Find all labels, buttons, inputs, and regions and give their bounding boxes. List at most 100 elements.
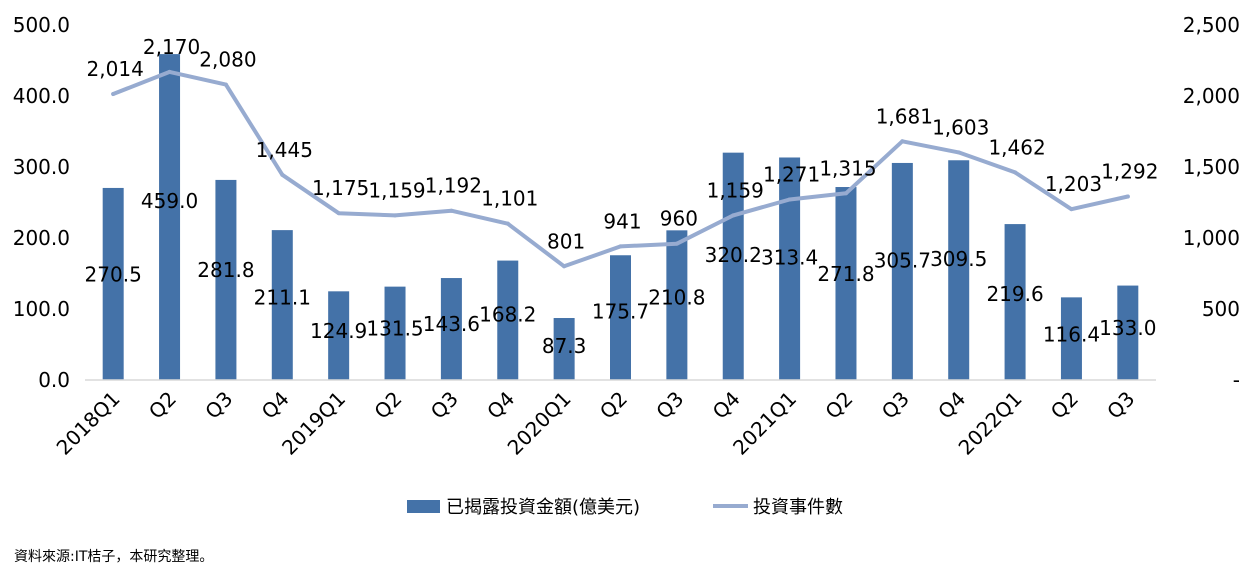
bar-data-label: 124.9 (310, 319, 367, 343)
left-axis-tick-label: 0.0 (38, 368, 70, 392)
line-data-label: 2,170 (143, 35, 200, 59)
right-axis-tick-label: 2,000 (1183, 84, 1240, 108)
bar-data-label: 459.0 (141, 189, 198, 213)
x-axis-tick-label: Q3 (200, 387, 237, 424)
line-data-label: 2,014 (87, 57, 144, 81)
bar-data-label: 210.8 (648, 286, 705, 310)
x-axis-tick-label: 2022Q1 (954, 387, 1027, 460)
bar-data-label: 87.3 (542, 334, 587, 358)
left-axis-tick-label: 200.0 (13, 226, 70, 250)
bar-data-label: 143.6 (423, 312, 480, 336)
right-axis-tick-label: 500 (1202, 297, 1240, 321)
line-data-label: 1,271 (763, 163, 820, 187)
line-data-label: 1,315 (819, 156, 876, 180)
line-point (674, 241, 679, 246)
line-data-label: 1,445 (256, 138, 313, 162)
line-point (336, 211, 341, 216)
bar-data-label: 281.8 (197, 258, 254, 282)
line-point (167, 69, 172, 74)
x-axis-tick-label: Q2 (820, 387, 857, 424)
bar (102, 187, 124, 380)
right-axis-tick-label: 1,000 (1183, 226, 1240, 250)
right-axis-tick-label: 2,500 (1183, 13, 1240, 37)
bar-data-label: 271.8 (817, 262, 874, 286)
line-data-label: 801 (547, 229, 585, 253)
line-point (223, 82, 228, 87)
bar (891, 162, 913, 380)
legend-label-bar: 已揭露投資金額(億美元) (446, 497, 640, 518)
line-point (1069, 207, 1074, 212)
line-data-label: 1,101 (481, 187, 538, 211)
bar (159, 54, 181, 381)
bar (440, 278, 462, 380)
x-axis-tick-label: Q4 (257, 387, 294, 424)
bar (1060, 297, 1082, 380)
line-point (956, 150, 961, 155)
legend-label-line: 投資事件數 (753, 497, 843, 518)
x-axis-tick-label: Q4 (933, 387, 970, 424)
line-point (1013, 170, 1018, 175)
bar (779, 157, 801, 380)
line-point (562, 264, 567, 269)
line-point (111, 92, 116, 97)
line-data-label: 1,203 (1045, 172, 1102, 196)
left-axis-ticks: 0.0 100.0 200.0 300.0 400.0 500.0 (13, 13, 70, 392)
line-point (618, 244, 623, 249)
source-note: 資料來源:IT桔子，本研究整理。 (14, 549, 214, 565)
line-point (280, 172, 285, 177)
right-axis-tick-label: 1,500 (1183, 155, 1240, 179)
left-axis-tick-label: 300.0 (13, 155, 70, 179)
line-data-label: 941 (603, 209, 641, 233)
line-series (111, 69, 1130, 269)
line-data-label: 1,681 (876, 104, 933, 128)
bar-data-label: 211.1 (254, 286, 311, 310)
bar-data-label: 270.5 (85, 262, 142, 286)
line-data-label: 1,192 (425, 174, 482, 198)
bar-series (102, 54, 1139, 381)
x-axis-tick-label: 2020Q1 (503, 387, 576, 460)
line-data-label: 1,462 (988, 135, 1045, 159)
legend-swatch-bar (407, 500, 440, 513)
x-axis-tick-label: Q3 (426, 387, 463, 424)
line-point (843, 191, 848, 196)
x-axis-tick-label: Q3 (877, 387, 914, 424)
bar (1117, 285, 1139, 380)
line-data-label: 960 (660, 207, 698, 231)
bar-data-label: 133.0 (1099, 316, 1156, 340)
bar-data-label: 313.4 (761, 246, 818, 270)
left-axis-tick-label: 100.0 (13, 297, 70, 321)
x-axis-tick-label: Q2 (144, 387, 181, 424)
bar-data-label: 175.7 (592, 299, 649, 323)
x-axis-tick-label: Q4 (708, 387, 745, 424)
x-axis-tick-label: 2021Q1 (728, 387, 801, 460)
bar (215, 179, 237, 380)
bar (666, 230, 688, 380)
line-point (787, 197, 792, 202)
bar-data-label: 116.4 (1043, 323, 1100, 347)
bar (722, 152, 744, 380)
line-data-label: 2,080 (199, 48, 256, 72)
line-data-label: 1,175 (312, 176, 369, 200)
bar (328, 291, 350, 380)
bar (948, 160, 970, 380)
x-axis-tick-label: Q3 (1102, 387, 1139, 424)
line-data-label: 1,603 (932, 115, 989, 139)
left-axis-tick-label: 500.0 (13, 13, 70, 37)
bar-data-label: 168.2 (479, 302, 536, 326)
line-point (731, 213, 736, 218)
line-point (393, 213, 398, 218)
line-data-label: 1,292 (1101, 160, 1158, 184)
legend: 已揭露投資金額(億美元) 投資事件數 (407, 497, 843, 518)
line-point (1125, 194, 1130, 199)
x-axis-tick-label: 2018Q1 (52, 387, 125, 460)
bar (271, 230, 293, 380)
line-point (505, 221, 510, 226)
x-axis-tick-label: Q4 (482, 387, 519, 424)
bar (497, 260, 519, 380)
line-point (900, 139, 905, 144)
bar (610, 255, 631, 380)
x-axis-tick-label: Q2 (369, 387, 406, 424)
